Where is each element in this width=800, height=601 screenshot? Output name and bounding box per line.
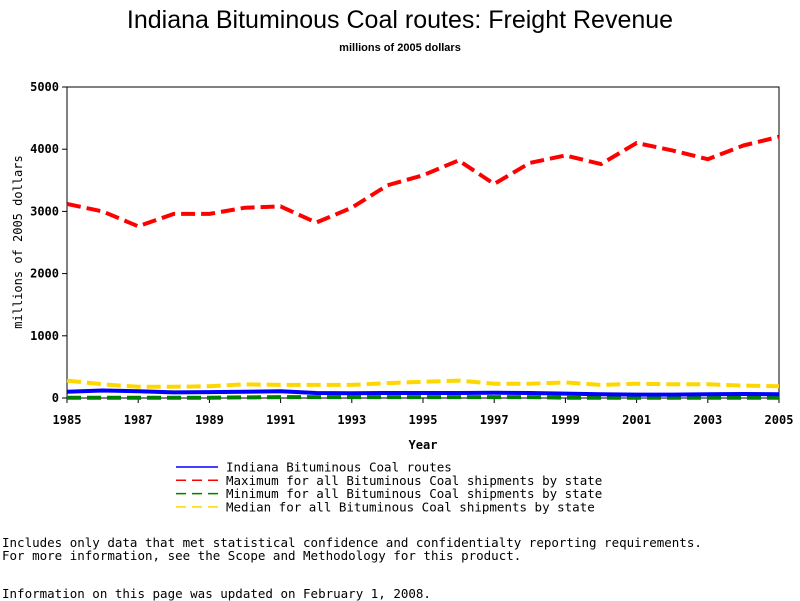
x-axis: 1985 1987 1989 1991 1993 1995 1997 1999 2001 2003… [53,398,794,427]
y-tick-label: 0 [52,391,59,405]
x-tick-label: 2005 [765,413,794,427]
x-tick-label: 1987 [124,413,153,427]
x-tick-label: 1991 [266,413,295,427]
x-tick-label: 1985 [53,413,82,427]
legend-label: Minimum for all Bituminous Coal shipment… [226,486,602,501]
x-tick-label: 1997 [480,413,509,427]
chart-subtitle: millions of 2005 dollars [339,42,461,54]
series-group [66,134,780,400]
footnote-methodology: For more information, see the Scope and … [2,548,522,563]
x-tick-label: 1993 [337,413,366,427]
y-tick-label: 1000 [30,329,59,343]
y-tick-label: 2000 [30,267,59,281]
y-axis: 0 1000 2000 3000 4000 5000 [30,80,67,405]
series-line-0 [66,388,780,397]
y-tick-label: 3000 [30,204,59,218]
y-tick-label: 4000 [30,142,59,156]
series-line-1 [66,134,780,229]
x-tick-label: 1989 [195,413,224,427]
x-tick-label: 2001 [622,413,651,427]
x-axis-label: Year [409,438,438,452]
series-line-3 [66,378,780,389]
x-tick-label: 2003 [693,413,722,427]
series-line-2 [67,395,779,400]
footnote-updated: Information on this page was updated on … [2,586,431,601]
x-tick-label: 1995 [409,413,438,427]
y-tick-label: 5000 [30,80,59,94]
legend-label: Indiana Bituminous Coal routes [226,460,452,475]
plot-frame [66,86,780,399]
legend-label: Maximum for all Bituminous Coal shipment… [226,473,602,488]
chart-title: Indiana Bituminous Coal routes: Freight … [126,6,674,34]
y-axis-label: millions of 2005 dollars [11,155,25,328]
x-tick-label: 1999 [551,413,580,427]
legend-label: Median for all Bituminous Coal shipments… [226,499,595,514]
footnote-confidentiality: Includes only data that met statistical … [2,535,702,550]
